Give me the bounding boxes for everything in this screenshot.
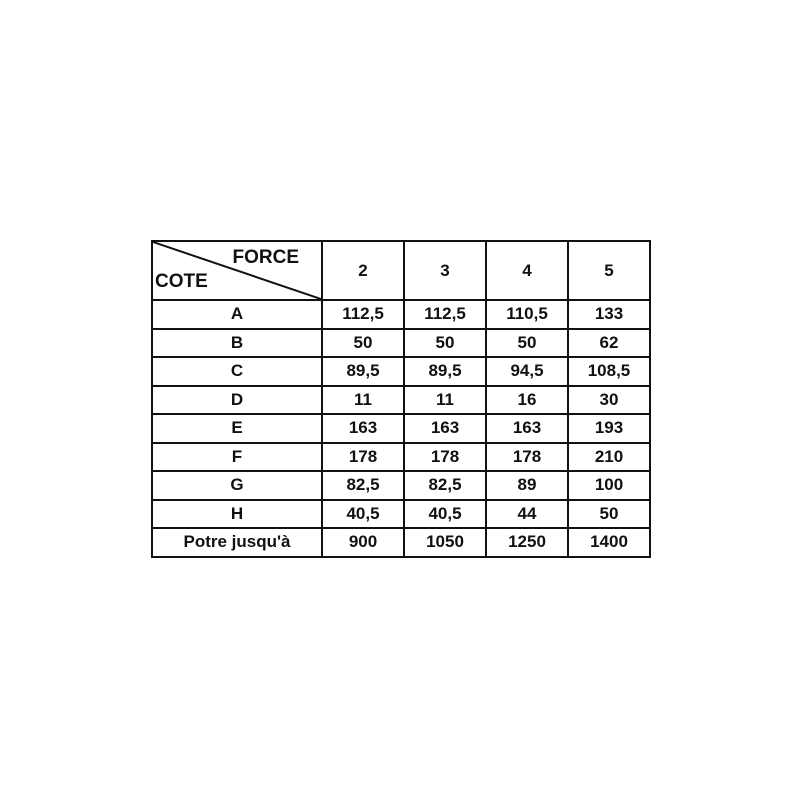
table-cell: 112,5 <box>321 299 405 330</box>
table-cell: 163 <box>321 413 405 444</box>
row-label: A <box>151 299 323 330</box>
table-row: H 40,5 40,5 44 50 <box>151 498 651 529</box>
row-label: F <box>151 441 323 472</box>
table-cell: 62 <box>567 327 651 358</box>
table-cell: 40,5 <box>321 498 405 529</box>
row-label: H <box>151 498 323 529</box>
table-row: Potre jusqu'à 900 1050 1250 1400 <box>151 527 651 558</box>
table-cell: 100 <box>567 470 651 501</box>
table-cell: 50 <box>485 327 569 358</box>
header-row: FORCE COTE 2 3 4 5 <box>151 240 651 301</box>
table-cell: 82,5 <box>403 470 487 501</box>
table-row: D 11 11 16 30 <box>151 384 651 415</box>
table-cell: 178 <box>321 441 405 472</box>
table-row: G 82,5 82,5 89 100 <box>151 470 651 501</box>
column-header: 2 <box>321 240 405 301</box>
table-cell: 89 <box>485 470 569 501</box>
dimensions-table: FORCE COTE 2 3 4 5 A 112,5 112,5 110,5 133 B 5… <box>151 240 651 558</box>
table-row: A 112,5 112,5 110,5 133 <box>151 299 651 330</box>
table-cell: 30 <box>567 384 651 415</box>
table-cell: 50 <box>567 498 651 529</box>
table-cell: 900 <box>321 527 405 558</box>
table-cell: 193 <box>567 413 651 444</box>
table-cell: 163 <box>403 413 487 444</box>
table-cell: 110,5 <box>485 299 569 330</box>
table-cell: 44 <box>485 498 569 529</box>
table-cell: 108,5 <box>567 356 651 387</box>
diagonal-divider <box>153 242 321 299</box>
table-cell: 178 <box>485 441 569 472</box>
row-label: D <box>151 384 323 415</box>
cote-header: COTE <box>155 271 208 292</box>
table-cell: 89,5 <box>321 356 405 387</box>
column-header: 5 <box>567 240 651 301</box>
row-label: B <box>151 327 323 358</box>
table-cell: 89,5 <box>403 356 487 387</box>
table-cell: 1050 <box>403 527 487 558</box>
table-cell: 210 <box>567 441 651 472</box>
table-row: E 163 163 163 193 <box>151 413 651 444</box>
table-cell: 50 <box>403 327 487 358</box>
table-cell: 1400 <box>567 527 651 558</box>
row-label: G <box>151 470 323 501</box>
table-row: B 50 50 50 62 <box>151 327 651 358</box>
column-header: 3 <box>403 240 487 301</box>
table-cell: 112,5 <box>403 299 487 330</box>
table-cell: 178 <box>403 441 487 472</box>
table-cell: 1250 <box>485 527 569 558</box>
row-label: Potre jusqu'à <box>151 527 323 558</box>
table-cell: 11 <box>403 384 487 415</box>
corner-cell: FORCE COTE <box>151 240 323 301</box>
force-header: FORCE <box>232 247 300 268</box>
table-cell: 16 <box>485 384 569 415</box>
column-header: 4 <box>485 240 569 301</box>
table-cell: 94,5 <box>485 356 569 387</box>
table-cell: 11 <box>321 384 405 415</box>
table-cell: 82,5 <box>321 470 405 501</box>
table-cell: 163 <box>485 413 569 444</box>
row-label: C <box>151 356 323 387</box>
table-row: C 89,5 89,5 94,5 108,5 <box>151 356 651 387</box>
row-label: E <box>151 413 323 444</box>
table-cell: 40,5 <box>403 498 487 529</box>
table-cell: 133 <box>567 299 651 330</box>
table-row: F 178 178 178 210 <box>151 441 651 472</box>
table-cell: 50 <box>321 327 405 358</box>
